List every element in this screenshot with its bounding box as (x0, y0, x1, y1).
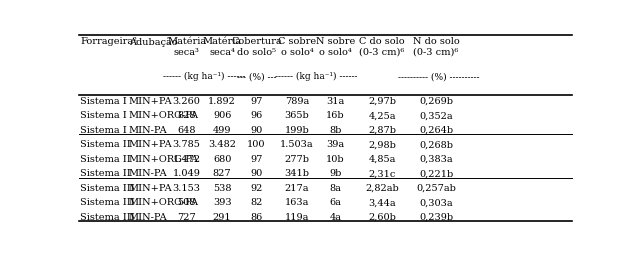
Text: 9b: 9b (329, 169, 342, 178)
Text: 4a: 4a (330, 213, 341, 222)
Text: 1.892: 1.892 (208, 97, 236, 106)
Text: ------ (kg ha⁻¹) ------: ------ (kg ha⁻¹) ------ (163, 72, 246, 81)
Text: 86: 86 (250, 213, 263, 222)
Text: 0,383a: 0,383a (419, 155, 453, 164)
Text: MIN-PA: MIN-PA (128, 126, 167, 135)
Text: 499: 499 (213, 126, 231, 135)
Text: Sistema III: Sistema III (81, 198, 135, 207)
Text: 31a: 31a (326, 97, 344, 106)
Text: 1.472: 1.472 (173, 155, 201, 164)
Text: 906: 906 (213, 112, 231, 120)
Text: MIN+PA: MIN+PA (128, 184, 172, 193)
Text: 827: 827 (213, 169, 231, 178)
Text: 0,352a: 0,352a (419, 112, 453, 120)
Text: C do solo
(0-3 cm)⁶: C do solo (0-3 cm)⁶ (359, 37, 405, 57)
Text: 789a: 789a (284, 97, 309, 106)
Text: 3.260: 3.260 (173, 97, 201, 106)
Text: 365b: 365b (284, 112, 309, 120)
Text: Sistema I: Sistema I (81, 112, 127, 120)
Text: 0,264b: 0,264b (419, 126, 453, 135)
Text: Sistema II: Sistema II (81, 155, 131, 164)
Text: 3,44a: 3,44a (368, 198, 396, 207)
Text: 0,239b: 0,239b (419, 213, 453, 222)
Text: 2,60b: 2,60b (368, 213, 396, 222)
Text: 2,97b: 2,97b (368, 97, 396, 106)
Text: 2,82ab: 2,82ab (365, 184, 399, 193)
Text: C sobre
o solo⁴: C sobre o solo⁴ (278, 37, 316, 57)
Text: 6a: 6a (330, 198, 341, 207)
Text: MIN+PA: MIN+PA (128, 97, 172, 106)
Text: 97: 97 (250, 97, 263, 106)
Text: 0,303a: 0,303a (419, 198, 453, 207)
Text: 727: 727 (177, 213, 196, 222)
Text: 10b: 10b (326, 155, 345, 164)
Text: 0,257ab: 0,257ab (416, 184, 456, 193)
Text: 508: 508 (177, 198, 196, 207)
Text: Sistema III: Sistema III (81, 213, 135, 222)
Text: 8b: 8b (329, 126, 342, 135)
Text: N sobre
o solo⁴: N sobre o solo⁴ (316, 37, 355, 57)
Text: Sistema II: Sistema II (81, 140, 131, 150)
Text: 1.503a: 1.503a (280, 140, 314, 150)
Text: 393: 393 (213, 198, 231, 207)
Text: Sistema I: Sistema I (81, 97, 127, 106)
Text: Sistema I: Sistema I (81, 126, 127, 135)
Text: 2,87b: 2,87b (368, 126, 396, 135)
Text: 100: 100 (247, 140, 266, 150)
Text: 2,31c: 2,31c (368, 169, 396, 178)
Text: 8a: 8a (330, 184, 341, 193)
Text: ------ (kg ha⁻¹) ------: ------ (kg ha⁻¹) ------ (275, 72, 358, 81)
Text: MIN+ORG-PA: MIN+ORG-PA (128, 198, 199, 207)
Text: 90: 90 (250, 169, 263, 178)
Text: 1.049: 1.049 (173, 169, 201, 178)
Text: 291: 291 (213, 213, 231, 222)
Text: 0,221b: 0,221b (419, 169, 453, 178)
Text: 119a: 119a (284, 213, 309, 222)
Text: 538: 538 (213, 184, 231, 193)
Text: MIN+ORG-PA: MIN+ORG-PA (128, 112, 199, 120)
Text: 277b: 277b (284, 155, 309, 164)
Text: ---------- (%) ----------: ---------- (%) ---------- (398, 72, 479, 81)
Text: MIN+PA: MIN+PA (128, 140, 172, 150)
Text: 82: 82 (250, 198, 263, 207)
Text: MIN-PA: MIN-PA (128, 169, 167, 178)
Text: 97: 97 (250, 155, 263, 164)
Text: 680: 680 (213, 155, 231, 164)
Text: 2,98b: 2,98b (368, 140, 396, 150)
Text: Cobertura
do solo⁵: Cobertura do solo⁵ (231, 37, 282, 57)
Text: 163a: 163a (284, 198, 309, 207)
Text: 4,25a: 4,25a (368, 112, 396, 120)
Text: 648: 648 (177, 126, 196, 135)
Text: 92: 92 (250, 184, 263, 193)
Text: --- (%) ---: --- (%) --- (237, 72, 276, 81)
Text: 90: 90 (250, 126, 263, 135)
Text: Matéria
seca³: Matéria seca³ (167, 37, 206, 57)
Text: 217a: 217a (284, 184, 309, 193)
Text: MIN+ORG-PA: MIN+ORG-PA (128, 155, 199, 164)
Text: 0,268b: 0,268b (419, 140, 453, 150)
Text: Adubação: Adubação (128, 37, 177, 47)
Text: 828: 828 (177, 112, 196, 120)
Text: Forrageira²: Forrageira² (81, 37, 137, 46)
Text: Sistema II: Sistema II (81, 169, 131, 178)
Text: 341b: 341b (284, 169, 309, 178)
Text: 3.785: 3.785 (173, 140, 201, 150)
Text: 16b: 16b (326, 112, 345, 120)
Text: MIN-PA: MIN-PA (128, 213, 167, 222)
Text: 96: 96 (250, 112, 263, 120)
Text: Sistema III: Sistema III (81, 184, 135, 193)
Text: Matéria
seca⁴: Matéria seca⁴ (203, 37, 242, 57)
Text: N do solo
(0-3 cm)⁶: N do solo (0-3 cm)⁶ (413, 37, 460, 57)
Text: 0,269b: 0,269b (419, 97, 453, 106)
Text: 3.482: 3.482 (208, 140, 236, 150)
Text: 199b: 199b (284, 126, 309, 135)
Text: 39a: 39a (326, 140, 344, 150)
Text: 4,85a: 4,85a (368, 155, 396, 164)
Text: 3.153: 3.153 (173, 184, 201, 193)
